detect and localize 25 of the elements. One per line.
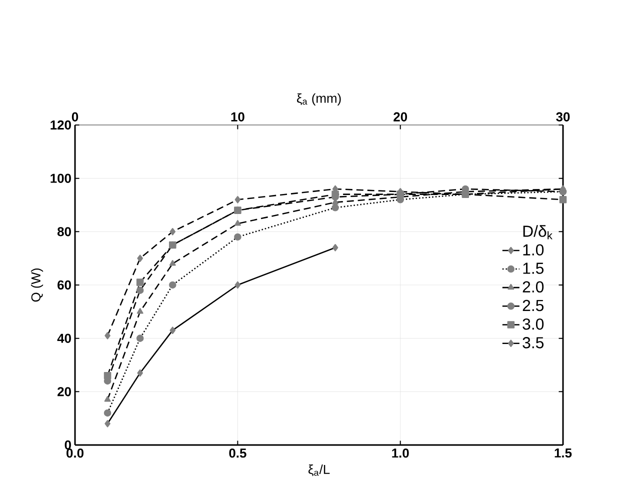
x2-tick-label: 0 xyxy=(72,112,78,122)
x-axis-title: ξ$_{a}$/L xyxy=(308,464,330,476)
y-axis-title: Q (W) xyxy=(30,268,44,302)
x2-axis-title: ξ$_{a}$ (mm) xyxy=(296,93,341,106)
y-tick-label: 80 xyxy=(57,227,71,236)
legend-label: 2.0 xyxy=(522,281,544,293)
x-tick-label: 1.5 xyxy=(554,448,572,458)
legend-label: 3.0 xyxy=(522,318,544,330)
x-tick-label: 1.0 xyxy=(392,448,409,458)
x2-tick-label: 30 xyxy=(556,112,570,122)
y-tick-label: 0 xyxy=(64,440,71,450)
y-tick-label: 60 xyxy=(58,280,71,290)
legend-label: 1.5 xyxy=(523,262,544,274)
y-tick-label: 20 xyxy=(58,387,71,396)
x2-tick-label: 20 xyxy=(394,112,408,122)
x-tick-label: 0.0 xyxy=(66,448,84,458)
y-tick-label: 120 xyxy=(50,120,71,130)
legend-title: D/δ$_{k}$ xyxy=(523,225,552,240)
legend-label: 1.0 xyxy=(523,244,544,256)
legend-label: 3.5 xyxy=(522,337,544,348)
x-tick-label: 0.5 xyxy=(229,448,246,458)
y-tick-label: 100 xyxy=(50,174,71,183)
x2-tick-label: 10 xyxy=(231,112,244,122)
y-tick-label: 40 xyxy=(57,334,71,343)
legend-label: 2.5 xyxy=(522,300,544,312)
